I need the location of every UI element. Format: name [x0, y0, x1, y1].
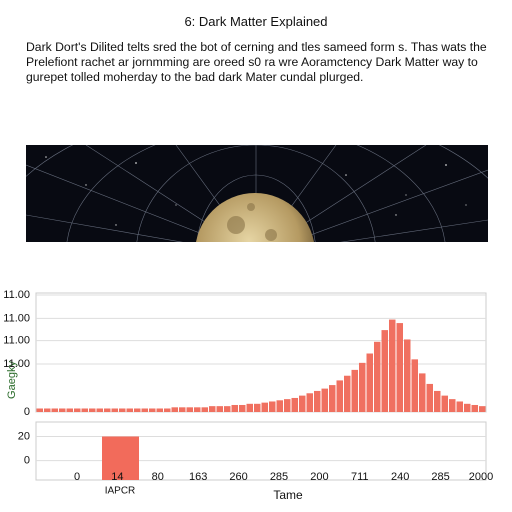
paragraph: Dark Dort's Dilited telts sred the bot o… [26, 40, 487, 84]
bar [126, 408, 133, 412]
bar [366, 353, 373, 412]
x-tick-label: 711 [351, 471, 369, 483]
bar [411, 359, 418, 412]
x-tick-label: 285 [431, 471, 449, 483]
bar [261, 402, 268, 412]
bar [381, 330, 388, 412]
bar [66, 408, 73, 412]
hero-image [26, 145, 488, 242]
bar [36, 408, 43, 412]
y-axis-label: Gaegky [6, 361, 18, 399]
x-tick-label: 260 [229, 471, 247, 483]
x-tick-label: 163 [189, 471, 207, 483]
bar [149, 408, 156, 412]
bar [336, 380, 343, 412]
bar [102, 436, 139, 480]
bar [111, 408, 118, 412]
bar [269, 401, 276, 412]
bar [96, 408, 103, 412]
bar [329, 385, 336, 412]
y-tick-label: 0 [24, 406, 30, 418]
y-tick-label: 11.00 [3, 358, 30, 370]
bar [179, 407, 186, 412]
bar [186, 407, 193, 412]
bar [239, 404, 246, 412]
bar [404, 339, 411, 412]
bar [254, 403, 261, 412]
bar [434, 390, 441, 412]
bar [194, 407, 201, 412]
bar [44, 408, 51, 412]
bar [134, 408, 141, 412]
bar [321, 388, 328, 412]
bar [449, 399, 456, 412]
bar [299, 395, 306, 412]
bar [276, 400, 283, 412]
bar [441, 395, 448, 412]
bar [306, 393, 313, 412]
x-axis-label: Tame [273, 488, 303, 502]
bar [419, 373, 426, 412]
bar [119, 408, 126, 412]
bar [314, 390, 321, 412]
bar [231, 404, 238, 412]
x-tick-label: 240 [391, 471, 409, 483]
bar [216, 406, 223, 412]
bar [456, 401, 463, 412]
y-tick-label: 0 [24, 455, 30, 467]
bar [51, 408, 58, 412]
bar [89, 408, 96, 412]
bar [104, 408, 111, 412]
bar [464, 403, 471, 412]
x-tick-label: 200 [310, 471, 328, 483]
x-tick-label: 2000 [469, 471, 493, 483]
bar [479, 406, 486, 412]
bar [141, 408, 148, 412]
x-tick-label: 0 [74, 471, 80, 483]
title: 6: Dark Matter Explained [184, 14, 328, 29]
bar [171, 407, 178, 412]
bar [81, 408, 88, 412]
bar [389, 319, 396, 412]
x-tick-label: 14 [111, 471, 123, 483]
bar [224, 406, 231, 412]
inset-frame [35, 421, 487, 481]
bar [74, 408, 81, 412]
bar [359, 362, 366, 412]
bar [59, 408, 66, 412]
x-tick-label: 285 [270, 471, 288, 483]
bar [284, 399, 291, 412]
bar [396, 323, 403, 412]
bar [351, 369, 358, 412]
bar [291, 397, 298, 412]
bar [374, 341, 381, 412]
bar [156, 408, 163, 412]
bar [209, 406, 216, 412]
bar [471, 404, 478, 412]
bar [201, 407, 208, 412]
bar-label: IAPCR [105, 486, 136, 497]
bar [246, 403, 253, 412]
y-tick-label: 11.00 [3, 289, 30, 301]
y-tick-label: 11.00 [3, 335, 30, 347]
y-tick-label: 20 [18, 430, 30, 442]
bar [344, 375, 351, 412]
bar [426, 383, 433, 412]
bar [164, 408, 171, 412]
y-tick-label: 11.00 [3, 312, 30, 324]
x-tick-label: 80 [152, 471, 164, 483]
plot-frame [35, 292, 487, 413]
